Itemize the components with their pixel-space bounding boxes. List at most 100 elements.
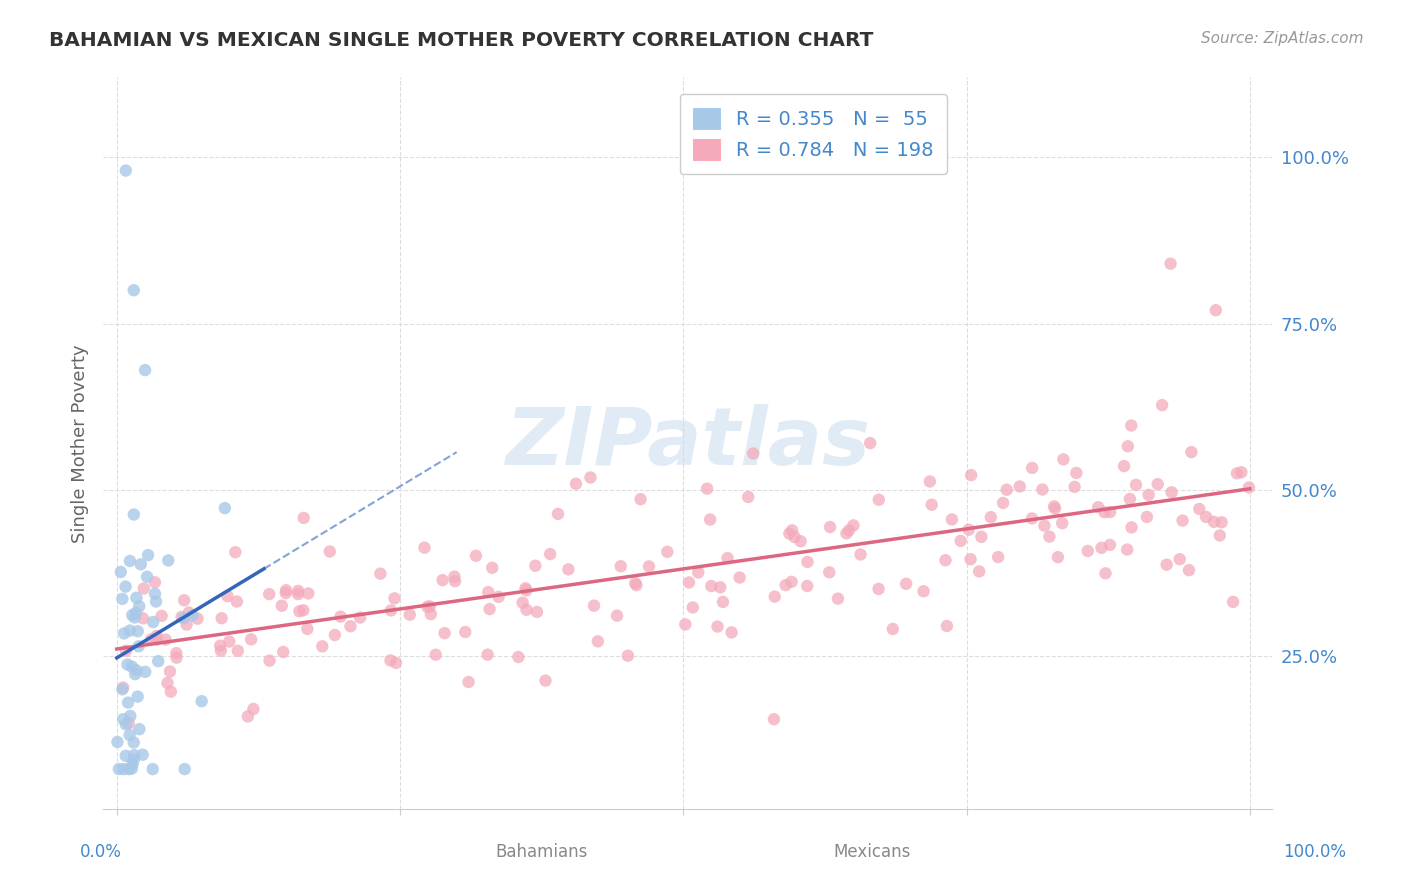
Point: [1137, 488, 1160, 502]
Point: [1094, 505, 1116, 519]
Point: [224, 545, 246, 559]
Point: [319, 544, 342, 558]
Point: [187, 612, 209, 626]
Point: [1205, 303, 1227, 318]
Point: [143, 575, 166, 590]
Text: Bahamians: Bahamians: [495, 843, 588, 861]
Point: [606, 608, 628, 623]
Point: [143, 587, 166, 601]
Point: [121, 659, 143, 673]
Point: [1125, 478, 1147, 492]
Point: [934, 553, 956, 567]
Point: [416, 599, 439, 614]
Point: [716, 551, 738, 566]
Point: [838, 524, 860, 538]
Point: [1021, 511, 1043, 525]
Point: [709, 580, 731, 594]
Point: [236, 709, 259, 723]
Point: [380, 603, 402, 617]
Point: [868, 492, 890, 507]
Point: [323, 628, 346, 642]
Point: [122, 283, 145, 297]
Point: [108, 762, 131, 776]
Point: [1077, 544, 1099, 558]
Point: [287, 583, 309, 598]
Point: [657, 545, 679, 559]
Point: [128, 640, 150, 654]
Point: [257, 587, 280, 601]
Point: [557, 562, 579, 576]
Point: [398, 607, 420, 622]
Point: [534, 673, 557, 688]
Point: [1112, 459, 1135, 474]
Point: [121, 608, 143, 623]
Point: [150, 608, 173, 623]
Point: [859, 436, 882, 450]
Point: [624, 576, 647, 591]
Point: [682, 600, 704, 615]
Point: [465, 549, 488, 563]
Point: [112, 626, 135, 640]
Point: [949, 533, 972, 548]
Point: [586, 634, 609, 648]
Point: [181, 608, 204, 623]
Point: [1146, 477, 1168, 491]
Point: [127, 624, 149, 639]
Point: [1043, 500, 1066, 514]
Point: [156, 676, 179, 690]
Point: [796, 555, 818, 569]
Point: [1066, 466, 1088, 480]
Point: [987, 550, 1010, 565]
Point: [270, 599, 292, 613]
Point: [111, 682, 134, 697]
Point: [370, 566, 392, 581]
Point: [737, 490, 759, 504]
Point: [728, 570, 751, 584]
Point: [1211, 516, 1233, 530]
Point: [638, 559, 661, 574]
Point: [706, 619, 728, 633]
Point: [1038, 530, 1060, 544]
Point: [688, 566, 710, 580]
Point: [477, 585, 499, 599]
Point: [827, 591, 849, 606]
Point: [526, 605, 548, 619]
Point: [157, 553, 180, 567]
Legend: R = 0.355   N =  55, R = 0.784   N = 198: R = 0.355 N = 55, R = 0.784 N = 198: [679, 95, 948, 174]
Point: [240, 632, 263, 647]
Point: [1098, 538, 1121, 552]
Point: [173, 762, 195, 776]
Point: [894, 576, 917, 591]
Point: [170, 610, 193, 624]
Point: [515, 583, 537, 598]
Point: [419, 599, 441, 614]
Point: [125, 606, 148, 620]
Point: [1116, 439, 1139, 453]
Point: [1136, 509, 1159, 524]
Point: [159, 665, 181, 679]
Point: [120, 709, 142, 723]
Point: [339, 619, 361, 633]
Point: [425, 648, 447, 662]
Point: [110, 565, 132, 579]
Point: [742, 446, 765, 460]
Point: [132, 582, 155, 596]
Point: [1237, 480, 1260, 494]
Point: [443, 569, 465, 583]
Point: [1094, 566, 1116, 581]
Point: [166, 650, 188, 665]
Text: ZIPatlas: ZIPatlas: [505, 404, 870, 483]
Point: [242, 702, 264, 716]
Point: [165, 646, 187, 660]
Point: [1008, 479, 1031, 493]
Point: [148, 654, 170, 668]
Point: [218, 634, 240, 648]
Point: [190, 694, 212, 708]
Point: [112, 681, 135, 695]
Point: [1052, 516, 1074, 530]
Point: [783, 530, 806, 544]
Point: [617, 648, 640, 663]
Point: [700, 579, 723, 593]
Point: [1063, 480, 1085, 494]
Point: [1121, 418, 1143, 433]
